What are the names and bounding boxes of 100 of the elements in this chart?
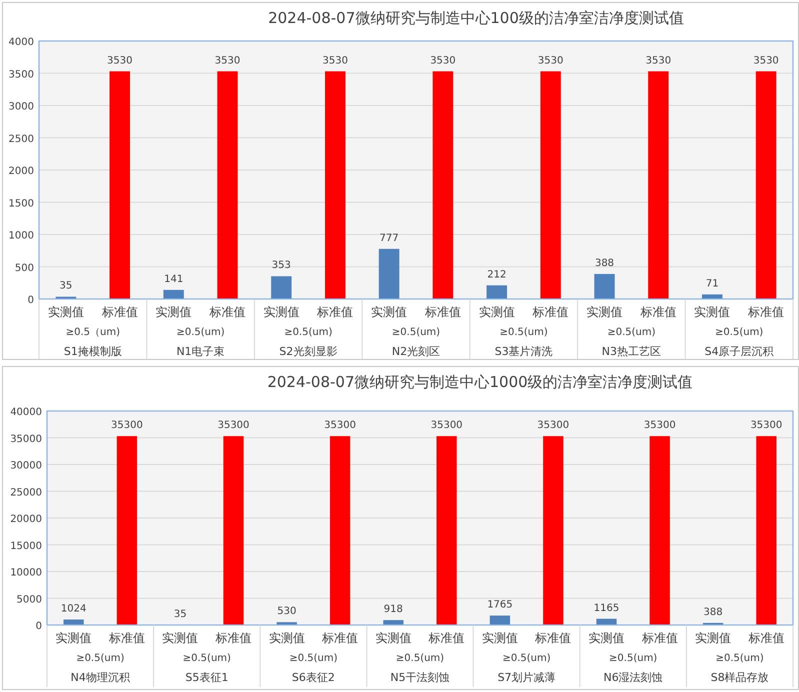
x-tick-label: 实测值 [371, 305, 408, 319]
bar [650, 436, 670, 625]
data-label: 918 [384, 604, 403, 616]
chart-title: 2024-08-07微纳研究与制造中心1000级的洁净室洁净度测试值 [267, 373, 693, 391]
x-tick-label: 实测值 [586, 305, 622, 319]
y-tick-label: 4000 [8, 37, 34, 48]
y-tick-label: 1500 [8, 198, 34, 210]
data-label: 353 [272, 260, 291, 272]
text: S5表征1 [185, 671, 228, 684]
x-tick-label: 实测值 [48, 305, 84, 319]
bar [436, 436, 457, 625]
text: ≥0.5(um) [716, 653, 764, 664]
x-tick-label: 标准值 [100, 305, 138, 319]
x-tick-label: 标准值 [534, 631, 572, 645]
data-label: 35300 [644, 420, 676, 432]
text: N2光刻区 [392, 345, 440, 358]
data-label: 530 [277, 606, 296, 618]
text: S3基片清洗 [494, 345, 553, 358]
text: ≥0.5(um) [182, 653, 232, 664]
data-label: 3530 [753, 55, 779, 66]
data-label: 35300 [430, 420, 463, 432]
x-tick-label: 标准值 [424, 305, 461, 319]
data-label: 1165 [594, 602, 620, 614]
data-label: 35300 [537, 420, 570, 432]
x-tick-label: 实测值 [162, 631, 198, 645]
bar [324, 71, 346, 299]
x-tick-label: 实测值 [694, 305, 730, 319]
text: S6表征2 [292, 671, 335, 684]
x-tick-label: 标准值 [747, 305, 784, 319]
x-tick-label: 标准值 [108, 631, 145, 645]
y-tick-label: 0 [36, 621, 42, 632]
text: S4原子层沉积 [704, 345, 774, 358]
data-label: 71 [706, 278, 719, 290]
y-tick-label: 30000 [10, 460, 42, 472]
text: N4物理沉积 [70, 671, 130, 684]
x-tick-label: 标准值 [640, 631, 678, 645]
bar [330, 436, 350, 625]
bar [271, 276, 292, 299]
bar [116, 436, 138, 625]
bar [383, 620, 404, 625]
x-tick-label: 实测值 [375, 631, 412, 645]
data-label: 777 [380, 232, 399, 244]
data-label: 35300 [750, 420, 782, 432]
data-label: 1024 [60, 604, 86, 615]
x-tick-label: 标准值 [321, 631, 358, 645]
y-tick-label: 3000 [8, 102, 34, 112]
data-label: 35300 [111, 420, 143, 432]
y-tick-label: 20000 [10, 514, 42, 525]
data-label: 388 [594, 258, 614, 269]
data-label: 3530 [214, 55, 240, 66]
bar [756, 71, 776, 299]
y-tick-label: 3500 [8, 69, 34, 80]
x-tick-label: 实测值 [482, 631, 518, 645]
x-tick-label: 标准值 [532, 305, 569, 319]
bar [756, 436, 776, 625]
bar [223, 436, 244, 625]
text: ≥0.5(um) [392, 327, 440, 338]
y-tick-label: 25000 [10, 487, 42, 498]
x-tick-label: 实测值 [56, 631, 92, 645]
data-label: 35 [174, 608, 187, 620]
bar [540, 71, 561, 299]
x-tick-label: 实测值 [156, 305, 192, 319]
data-label: 212 [487, 269, 506, 280]
x-tick-label: 实测值 [268, 631, 305, 645]
data-label: 35300 [324, 420, 356, 432]
data-label: 35300 [218, 420, 250, 432]
x-tick-label: 标准值 [428, 631, 465, 645]
text: ≥0.5(um) [715, 327, 764, 338]
data-label: 388 [704, 606, 723, 618]
x-tick-label: 标准值 [639, 305, 676, 319]
y-tick-label: 15000 [10, 540, 42, 552]
bar [163, 290, 184, 299]
y-tick-label: 0 [28, 295, 34, 306]
text: N1电子束 [176, 345, 225, 358]
data-label: 3530 [107, 55, 133, 66]
data-label: 141 [164, 274, 184, 285]
text: S8样品存放 [710, 671, 769, 684]
y-tick-label: 2000 [8, 166, 34, 177]
x-tick-label: 标准值 [747, 631, 784, 645]
text: ≥0.5(um) [607, 327, 656, 338]
text: ≥0.5(um) [176, 327, 225, 338]
x-tick-label: 标准值 [208, 305, 246, 319]
y-tick-label: 10000 [10, 568, 42, 578]
bar [594, 274, 615, 299]
bar [432, 71, 454, 299]
text: S2光刻显影 [279, 345, 338, 358]
x-tick-label: 标准值 [214, 631, 252, 645]
x-tick-label: 标准值 [316, 305, 354, 319]
bar [490, 616, 510, 625]
data-label: 3530 [646, 55, 672, 66]
bar [648, 71, 669, 299]
text: S7划片减薄 [498, 671, 556, 684]
text: ≥0.5(um) [396, 653, 444, 664]
bar [110, 71, 130, 299]
data-label: 3530 [322, 55, 348, 66]
chart-title: 2024-08-07微纳研究与制造中心100级的洁净室洁净度测试值 [268, 9, 684, 27]
data-label: 3530 [430, 55, 456, 66]
text: N3热工艺区 [602, 345, 662, 358]
y-tick-label: 2500 [8, 134, 34, 145]
text: ≥0.5(um) [500, 327, 548, 338]
